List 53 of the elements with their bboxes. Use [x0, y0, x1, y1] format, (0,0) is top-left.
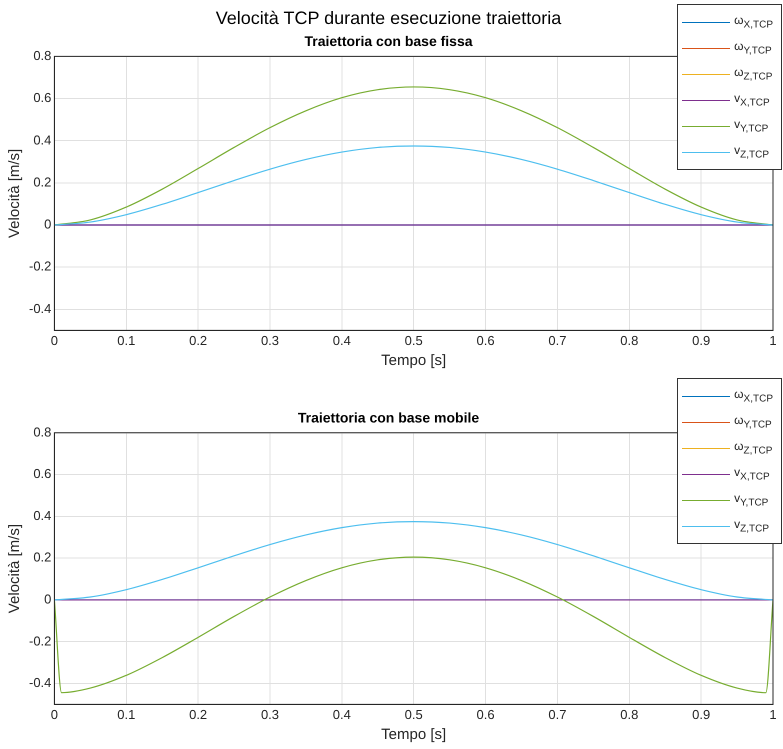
- x-tick-label: 1: [769, 332, 777, 348]
- y-tick-label: 0.6: [33, 466, 52, 482]
- y-tick-label: 0.4: [33, 132, 52, 148]
- legend-label: v$_{Z,TCP}$: [734, 143, 770, 161]
- y-tick-label: 0.2: [33, 550, 52, 565]
- x-tick-label: 0.2: [189, 706, 208, 722]
- x-tick-label: 1: [769, 706, 777, 722]
- x-tick-label: 0.8: [620, 706, 638, 722]
- y-tick-label: -0.2: [28, 633, 52, 648]
- x-tick-label: 0.2: [189, 332, 208, 348]
- x-tick-label: 0.6: [476, 706, 495, 722]
- x-tick-label: 0.6: [476, 332, 495, 348]
- y-axis-title: Velocità [m/s]: [6, 524, 24, 614]
- legend-label: ω$_{X,TCP}$: [734, 387, 773, 405]
- x-tick-label: 0.5: [404, 332, 423, 348]
- legend-label: ω$_{X,TCP}$: [734, 13, 773, 31]
- y-tick-label: 0.6: [33, 90, 52, 106]
- y-tick-label: 0.2: [33, 174, 52, 190]
- legend-label: v$_{X,TCP}$: [734, 91, 770, 109]
- legend-label: ω$_{Z,TCP}$: [734, 439, 772, 457]
- legend-label: v$_{X,TCP}$: [734, 465, 770, 483]
- y-tick-label: 0: [44, 216, 52, 232]
- legend-label: ω$_{Z,TCP}$: [734, 65, 772, 83]
- legend-label: ω$_{Y,TCP}$: [734, 39, 772, 57]
- x-tick-label: 0.9: [692, 706, 710, 722]
- chart-title: Velocità TCP durante esecuzione traiettoria: [216, 8, 562, 28]
- y-tick-label: -0.4: [28, 300, 52, 316]
- y-tick-label: 0.8: [33, 424, 52, 440]
- x-tick-label: 0.4: [332, 706, 351, 722]
- x-tick-label: 0.7: [548, 706, 566, 722]
- y-tick-label: 0.4: [33, 508, 52, 523]
- x-tick-label: 0.4: [332, 332, 351, 348]
- x-tick-label: 0.5: [404, 706, 423, 722]
- legend-label: v$_{Y,TCP}$: [734, 491, 768, 509]
- y-tick-label: -0.4: [28, 675, 52, 690]
- y-tick-label: 0.8: [33, 48, 52, 63]
- x-tick-label: 0.1: [117, 332, 136, 348]
- legend-label: v$_{Z,TCP}$: [734, 517, 770, 535]
- x-axis-title: Tempo [s]: [381, 726, 446, 744]
- chart-subtitle: Traiettoria con base fissa: [304, 32, 473, 49]
- x-tick-label: 0.7: [548, 332, 566, 348]
- x-tick-label: 0.9: [692, 332, 710, 348]
- x-tick-label: 0.8: [620, 332, 638, 348]
- legend-label: ω$_{Y,TCP}$: [734, 413, 772, 431]
- x-tick-label: 0.1: [117, 706, 136, 722]
- y-tick-label: -0.2: [28, 258, 52, 274]
- x-axis-title: Tempo [s]: [381, 352, 446, 370]
- x-tick-label: 0.3: [260, 706, 280, 722]
- y-axis-title: Velocità [m/s]: [6, 148, 24, 238]
- legend-label: v$_{Y,TCP}$: [734, 117, 768, 135]
- x-tick-label: 0.3: [260, 332, 280, 348]
- chart-title: Traiettoria con base mobile: [298, 409, 480, 426]
- y-tick-label: 0: [44, 592, 52, 607]
